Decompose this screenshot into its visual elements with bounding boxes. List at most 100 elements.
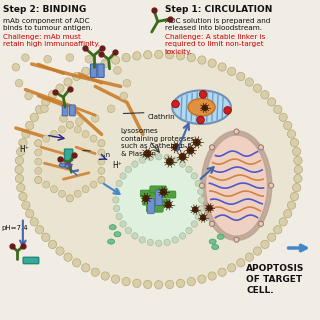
Text: Step 2: BINDING: Step 2: BINDING <box>3 5 86 14</box>
Circle shape <box>111 275 120 283</box>
Text: H⁺: H⁺ <box>113 161 123 170</box>
Circle shape <box>198 275 206 283</box>
Circle shape <box>179 153 186 160</box>
Circle shape <box>172 100 179 108</box>
FancyBboxPatch shape <box>147 198 154 214</box>
Ellipse shape <box>217 234 224 239</box>
Circle shape <box>85 55 93 63</box>
Circle shape <box>186 227 192 234</box>
Circle shape <box>228 264 236 272</box>
Circle shape <box>48 91 57 99</box>
Circle shape <box>144 150 151 157</box>
Circle shape <box>193 139 200 146</box>
Circle shape <box>22 201 30 209</box>
Circle shape <box>35 140 42 147</box>
Circle shape <box>207 205 212 211</box>
Text: Lysosomes
containing proteases
such as Cathepsin-β
& Plasmin: Lysosomes containing proteases such as C… <box>121 128 194 156</box>
FancyBboxPatch shape <box>64 149 73 161</box>
Circle shape <box>116 157 202 243</box>
Circle shape <box>19 139 27 147</box>
Circle shape <box>125 166 132 173</box>
Circle shape <box>66 121 73 128</box>
Circle shape <box>82 67 90 76</box>
Circle shape <box>82 264 90 272</box>
Text: Challenge: A stable linker is
required to limit non-target
toxicity.: Challenge: A stable linker is required t… <box>165 34 265 55</box>
Text: Step 1: CIRCULATION: Step 1: CIRCULATION <box>165 5 272 14</box>
Circle shape <box>139 237 146 243</box>
Circle shape <box>144 280 152 289</box>
Ellipse shape <box>172 91 231 124</box>
Circle shape <box>91 268 100 276</box>
Circle shape <box>114 188 120 195</box>
Circle shape <box>195 213 202 220</box>
Circle shape <box>284 121 292 130</box>
Circle shape <box>199 91 207 98</box>
FancyBboxPatch shape <box>69 105 75 116</box>
FancyBboxPatch shape <box>150 186 166 193</box>
Circle shape <box>82 186 89 193</box>
FancyBboxPatch shape <box>62 105 68 116</box>
Circle shape <box>36 105 44 114</box>
Circle shape <box>261 240 269 249</box>
Circle shape <box>15 165 23 174</box>
Circle shape <box>165 280 174 289</box>
Text: Clathrin: Clathrin <box>148 114 175 120</box>
Text: APOPTOSIS
OF TARGET
CELL.: APOPTOSIS OF TARGET CELL. <box>246 264 304 295</box>
Circle shape <box>197 116 204 124</box>
Text: Challenge: mAb must
retain high immunoaffinity.: Challenge: mAb must retain high immunoaf… <box>3 34 100 47</box>
Circle shape <box>74 126 81 133</box>
Circle shape <box>197 205 204 212</box>
Circle shape <box>164 239 170 245</box>
Circle shape <box>200 215 206 220</box>
Circle shape <box>186 166 192 173</box>
FancyBboxPatch shape <box>140 190 157 197</box>
Circle shape <box>59 126 65 133</box>
Circle shape <box>19 192 27 201</box>
Circle shape <box>198 56 206 64</box>
FancyBboxPatch shape <box>147 205 163 212</box>
Circle shape <box>43 135 50 142</box>
Circle shape <box>155 281 163 289</box>
FancyBboxPatch shape <box>159 191 176 198</box>
Circle shape <box>114 67 121 74</box>
Circle shape <box>30 218 38 226</box>
Circle shape <box>199 183 204 188</box>
Circle shape <box>35 177 42 184</box>
Circle shape <box>51 186 58 193</box>
Circle shape <box>210 145 214 150</box>
Circle shape <box>279 113 287 122</box>
Text: pH<7: pH<7 <box>63 181 84 187</box>
Circle shape <box>43 181 50 188</box>
Circle shape <box>101 60 108 68</box>
Circle shape <box>60 115 67 122</box>
Circle shape <box>160 189 167 195</box>
Circle shape <box>111 56 120 64</box>
Circle shape <box>15 156 24 165</box>
Circle shape <box>202 105 208 111</box>
Circle shape <box>237 72 245 81</box>
Circle shape <box>197 188 204 195</box>
Circle shape <box>165 202 172 208</box>
Circle shape <box>187 277 196 286</box>
Circle shape <box>224 107 231 114</box>
Circle shape <box>90 181 97 188</box>
Circle shape <box>253 247 261 255</box>
Circle shape <box>15 79 23 87</box>
Circle shape <box>56 247 64 255</box>
Circle shape <box>166 158 173 165</box>
Circle shape <box>25 92 32 100</box>
Circle shape <box>245 253 253 261</box>
Circle shape <box>107 105 115 113</box>
Circle shape <box>198 197 205 203</box>
Ellipse shape <box>188 99 215 116</box>
Circle shape <box>165 51 174 59</box>
Circle shape <box>66 195 73 202</box>
Circle shape <box>191 221 197 227</box>
Ellipse shape <box>212 244 219 250</box>
Circle shape <box>287 130 296 138</box>
Circle shape <box>113 197 119 203</box>
Circle shape <box>120 221 126 227</box>
Circle shape <box>172 157 178 163</box>
Circle shape <box>114 205 120 212</box>
Circle shape <box>123 79 131 87</box>
